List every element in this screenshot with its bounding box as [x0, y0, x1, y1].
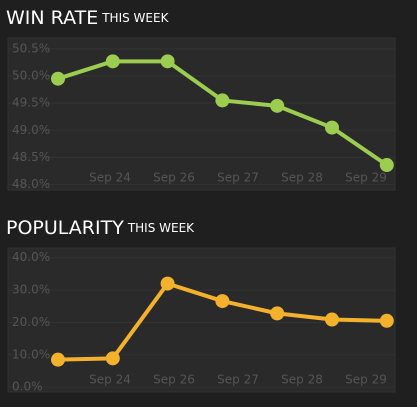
x-tick-label: Sep 29 — [345, 171, 387, 185]
y-tick-label: 40.0% — [12, 250, 50, 264]
data-point — [270, 306, 285, 321]
data-point — [270, 98, 285, 113]
data-point — [325, 120, 339, 135]
subtitle: THIS WEEK — [127, 221, 195, 235]
data-point — [325, 312, 339, 327]
y-tick-label: 48.0% — [12, 177, 50, 191]
data-point — [160, 276, 175, 291]
x-tick-label: Sep 28 — [281, 171, 323, 185]
data-point — [379, 313, 394, 328]
data-point — [51, 71, 65, 86]
x-tick-label: Sep 24 — [89, 171, 131, 185]
x-tick-label: Sep 27 — [217, 373, 259, 387]
data-point — [105, 54, 120, 69]
title-text: WIN RATE — [6, 7, 98, 29]
plot-area — [7, 37, 396, 191]
chart-title: WIN RATE THIS WEEK — [6, 7, 170, 29]
y-tick-label: 49.0% — [12, 123, 50, 137]
data-point — [379, 158, 394, 173]
x-tick-label: Sep 29 — [345, 373, 387, 387]
x-tick-label: Sep 28 — [281, 373, 323, 387]
y-tick-label: 50.5% — [12, 41, 50, 55]
x-tick-label: Sep 26 — [153, 171, 195, 185]
y-tick-label: 0.0% — [12, 380, 43, 394]
title-text: POPULARITY — [6, 217, 124, 239]
data-point — [215, 294, 230, 309]
data-point — [105, 351, 120, 366]
y-tick-label: 50.0% — [12, 69, 50, 83]
x-tick-label: Sep 27 — [217, 171, 259, 185]
y-tick-label: 30.0% — [12, 283, 50, 297]
data-point — [160, 54, 175, 69]
y-tick-label: 49.5% — [12, 96, 50, 110]
y-tick-label: 48.5% — [12, 150, 50, 164]
y-tick-label: 10.0% — [12, 347, 50, 361]
chart-title: POPULARITY THIS WEEK — [6, 217, 195, 239]
subtitle: THIS WEEK — [101, 11, 169, 25]
y-tick-label: 20.0% — [12, 315, 50, 329]
x-tick-label: Sep 24 — [89, 373, 131, 387]
x-tick-label: Sep 26 — [153, 373, 195, 387]
data-point — [51, 352, 65, 367]
data-point — [215, 93, 230, 108]
